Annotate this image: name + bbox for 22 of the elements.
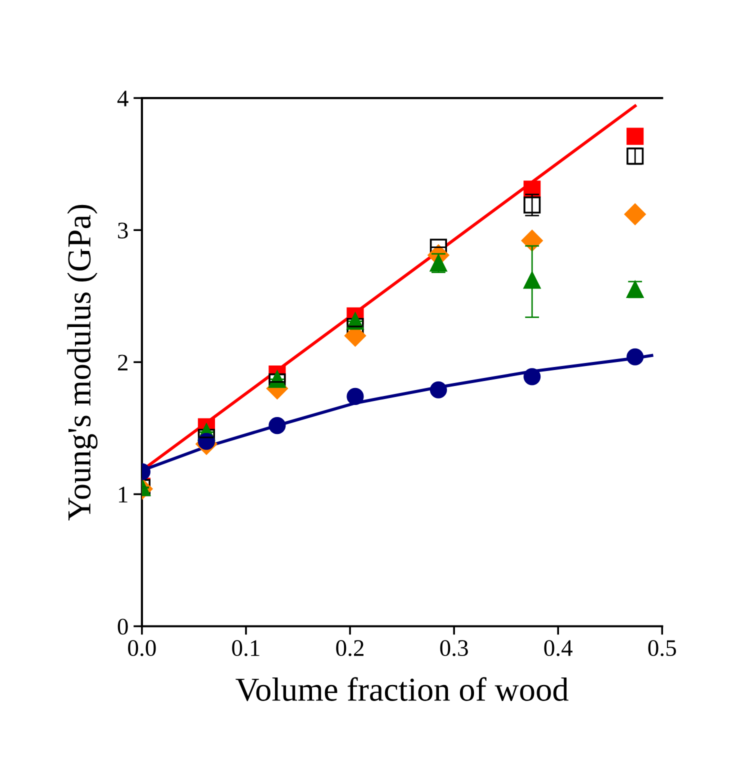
y-tick-label: 0 xyxy=(118,618,128,635)
point xyxy=(626,128,644,145)
x-tick-label: 0.0 xyxy=(128,640,156,656)
x-tick-label: 0.1 xyxy=(232,640,260,656)
y-tick-label: 2 xyxy=(118,354,128,370)
point xyxy=(624,204,646,225)
point xyxy=(430,381,447,398)
y-tick-label: 1 xyxy=(119,486,128,502)
x-tick-label: 0.5 xyxy=(648,640,676,656)
point xyxy=(198,432,215,450)
x-tick-label: 0.4 xyxy=(544,640,572,656)
y-tick-label: 4 xyxy=(117,90,128,106)
y-tick-label: 3 xyxy=(118,222,128,239)
x-axis-title: Volume fraction of wood xyxy=(236,677,568,702)
x-tick-label: 0.3 xyxy=(440,640,468,656)
point xyxy=(346,388,364,406)
y-axis-title: Young's modulus (GPa) xyxy=(67,204,98,521)
x-tick-label: 0.2 xyxy=(336,640,364,656)
point xyxy=(626,348,644,366)
point xyxy=(521,230,543,252)
point xyxy=(268,416,286,434)
point xyxy=(524,368,541,386)
